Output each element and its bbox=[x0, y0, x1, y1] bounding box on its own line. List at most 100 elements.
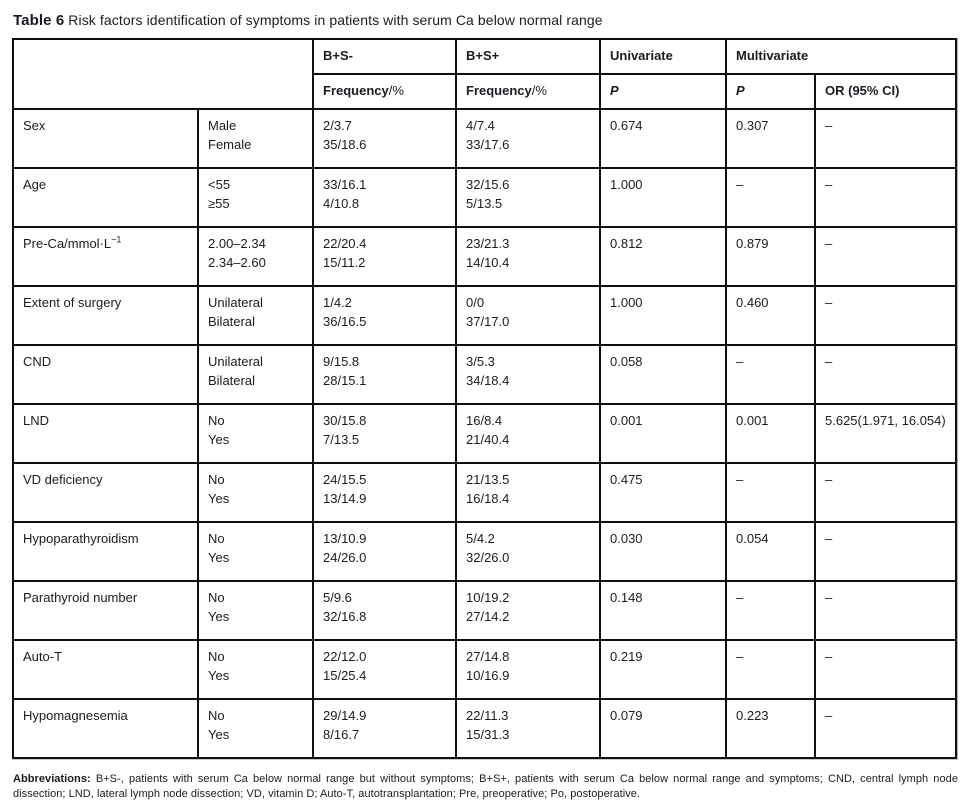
frequency-unit: /% bbox=[388, 83, 404, 98]
table-title-text: Risk factors identification of symptoms … bbox=[68, 12, 603, 28]
bs-plus-cell: 22/11.3 15/31.3 bbox=[455, 698, 601, 759]
or-ci-cell: – bbox=[814, 344, 957, 405]
bs-minus-cell: 5/9.6 32/16.8 bbox=[312, 580, 457, 641]
or-ci-cell: – bbox=[814, 167, 957, 228]
category-cell: No Yes bbox=[197, 462, 314, 523]
or-ci-cell: – bbox=[814, 226, 957, 287]
table-body: Sex Male Female 2/3.7 35/18.6 4/7.4 33/17.6… bbox=[12, 108, 957, 759]
bs-minus-cell: 22/12.0 15/25.4 bbox=[312, 639, 457, 700]
table-row-age: Age <55 ≥55 33/16.1 4/10.8 32/15.6 5/13.5 1… bbox=[12, 167, 957, 228]
category-cell: Male Female bbox=[197, 108, 314, 169]
factor-cell: Sex bbox=[12, 108, 199, 169]
category-cell: Unilateral Bilateral bbox=[197, 285, 314, 346]
table-row-cnd: CND Unilateral Bilateral 9/15.8 28/15.1 3/… bbox=[12, 344, 957, 405]
p-univariate-cell: 1.000 bbox=[599, 285, 727, 346]
bs-minus-cell: 33/16.1 4/10.8 bbox=[312, 167, 457, 228]
table-row-hypomagnesemia: Hypomagnesemia No Yes 29/14.9 8/16.7 22/11… bbox=[12, 698, 957, 759]
p-multivariate-cell: – bbox=[725, 462, 816, 523]
category-cell: 2.00–2.34 2.34–2.60 bbox=[197, 226, 314, 287]
frequency-label: Frequency bbox=[466, 83, 532, 98]
or-ci-cell: 5.625(1.971, 16.054) bbox=[814, 403, 957, 464]
header-or-ci: OR (95% CI) bbox=[814, 73, 957, 110]
header-p-multivariate: P bbox=[725, 73, 816, 110]
header-bs-minus: B+S- bbox=[312, 38, 457, 75]
p-multivariate-cell: 0.001 bbox=[725, 403, 816, 464]
empty-header-cell bbox=[12, 38, 314, 110]
frequency-label: Frequency bbox=[323, 83, 389, 98]
p-multivariate-cell: – bbox=[725, 639, 816, 700]
category-cell: Unilateral Bilateral bbox=[197, 344, 314, 405]
bs-minus-cell: 30/15.8 7/13.5 bbox=[312, 403, 457, 464]
category-cell: No Yes bbox=[197, 639, 314, 700]
bs-minus-cell: 22/20.4 15/11.2 bbox=[312, 226, 457, 287]
table-wrapper: B+S- B+S+ Univariate Multivariate Freque… bbox=[12, 38, 958, 760]
table-row-pre-ca: Pre-Ca/mmol·L−1 2.00–2.34 2.34–2.60 22/20… bbox=[12, 226, 957, 287]
or-ci-cell: – bbox=[814, 462, 957, 523]
p-univariate-cell: 0.148 bbox=[599, 580, 727, 641]
abbreviations-text: B+S-, patients with serum Ca below norma… bbox=[13, 773, 958, 800]
bs-minus-cell: 13/10.9 24/26.0 bbox=[312, 521, 457, 582]
p-multivariate-cell: – bbox=[725, 344, 816, 405]
p-univariate-cell: 0.812 bbox=[599, 226, 727, 287]
or-ci-cell: – bbox=[814, 639, 957, 700]
table-row-extent-of-surgery: Extent of surgery Unilateral Bilateral 1/… bbox=[12, 285, 957, 346]
abbreviations-note: Abbreviations: B+S-, patients with serum… bbox=[13, 772, 958, 802]
header-frequency-bs-minus: Frequency/% bbox=[312, 73, 457, 110]
header-univariate: Univariate bbox=[599, 38, 727, 75]
header-bs-plus: B+S+ bbox=[455, 38, 601, 75]
bs-plus-cell: 32/15.6 5/13.5 bbox=[455, 167, 601, 228]
p-multivariate-cell: – bbox=[725, 167, 816, 228]
factor-cell: Hypoparathyroidism bbox=[12, 521, 199, 582]
table-row-auto-t: Auto-T No Yes 22/12.0 15/25.4 27/14.8 10/16… bbox=[12, 639, 957, 700]
table-row-lnd: LND No Yes 30/15.8 7/13.5 16/8.4 21/40.4 0.… bbox=[12, 403, 957, 464]
category-cell: <55 ≥55 bbox=[197, 167, 314, 228]
table-row-hypoparathyroidism: Hypoparathyroidism No Yes 13/10.9 24/26.0 … bbox=[12, 521, 957, 582]
or-ci-cell: – bbox=[814, 285, 957, 346]
bs-plus-cell: 4/7.4 33/17.6 bbox=[455, 108, 601, 169]
category-cell: No Yes bbox=[197, 403, 314, 464]
or-ci-cell: – bbox=[814, 521, 957, 582]
p-univariate-cell: 0.058 bbox=[599, 344, 727, 405]
factor-cell: Pre-Ca/mmol·L−1 bbox=[12, 226, 199, 287]
factor-cell: LND bbox=[12, 403, 199, 464]
bs-plus-cell: 0/0 37/17.0 bbox=[455, 285, 601, 346]
table-row-parathyroid-number: Parathyroid number No Yes 5/9.6 32/16.8 10… bbox=[12, 580, 957, 641]
p-multivariate-cell: – bbox=[725, 580, 816, 641]
header-row-measures: Frequency/% Frequency/% P P OR (95% CI) bbox=[13, 73, 957, 110]
bs-plus-cell: 5/4.2 32/26.0 bbox=[455, 521, 601, 582]
factor-cell: Hypomagnesemia bbox=[12, 698, 199, 759]
p-univariate-cell: 0.219 bbox=[599, 639, 727, 700]
table-number-label: Table 6 bbox=[13, 12, 65, 29]
or-ci-cell: – bbox=[814, 580, 957, 641]
category-cell: No Yes bbox=[197, 521, 314, 582]
p-multivariate-cell: 0.307 bbox=[725, 108, 816, 169]
p-multivariate-cell: 0.054 bbox=[725, 521, 816, 582]
bs-plus-cell: 27/14.8 10/16.9 bbox=[455, 639, 601, 700]
factor-cell: Auto-T bbox=[12, 639, 199, 700]
factor-cell: Age bbox=[12, 167, 199, 228]
p-multivariate-cell: 0.223 bbox=[725, 698, 816, 759]
header-multivariate: Multivariate bbox=[725, 38, 957, 75]
risk-factors-table: B+S- B+S+ Univariate Multivariate Freque… bbox=[12, 38, 957, 759]
bs-plus-cell: 10/19.2 27/14.2 bbox=[455, 580, 601, 641]
p-univariate-cell: 1.000 bbox=[599, 167, 727, 228]
table-row-vd-deficiency: VD deficiency No Yes 24/15.5 13/14.9 21/13… bbox=[12, 462, 957, 523]
bs-plus-cell: 16/8.4 21/40.4 bbox=[455, 403, 601, 464]
bs-minus-cell: 2/3.7 35/18.6 bbox=[312, 108, 457, 169]
bs-minus-cell: 24/15.5 13/14.9 bbox=[312, 462, 457, 523]
category-cell: No Yes bbox=[197, 698, 314, 759]
header-p-univariate: P bbox=[599, 73, 727, 110]
bs-plus-cell: 21/13.5 16/18.4 bbox=[455, 462, 601, 523]
p-multivariate-cell: 0.460 bbox=[725, 285, 816, 346]
table-title: Table 6 Risk factors identification of s… bbox=[13, 12, 957, 29]
category-cell: No Yes bbox=[197, 580, 314, 641]
header-row-groups: B+S- B+S+ Univariate Multivariate bbox=[12, 38, 957, 110]
bs-minus-cell: 1/4.2 36/16.5 bbox=[312, 285, 457, 346]
p-univariate-cell: 0.001 bbox=[599, 403, 727, 464]
frequency-unit: /% bbox=[531, 83, 547, 98]
table-header: B+S- B+S+ Univariate Multivariate Freque… bbox=[12, 38, 957, 110]
abbreviations-label: Abbreviations: bbox=[13, 773, 91, 785]
p-multivariate-cell: 0.879 bbox=[725, 226, 816, 287]
factor-cell: CND bbox=[12, 344, 199, 405]
